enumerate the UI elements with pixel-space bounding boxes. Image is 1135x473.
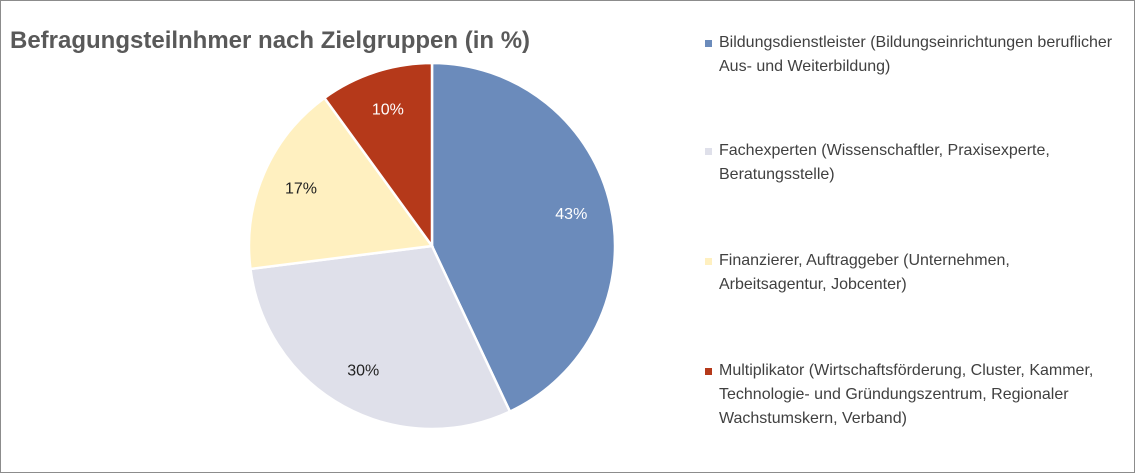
legend-label: Fachexperten (Wissenschaftler, Praxisexp… (719, 142, 1050, 183)
legend-item: Fachexperten (Wissenschaftler, Praxisexp… (705, 139, 1115, 187)
data-label: 10% (372, 101, 404, 118)
legend-item: Multiplikator (Wirtschaftsförderung, Clu… (705, 359, 1115, 431)
legend-item: Bildungsdienstleister (Bildungseinrichtu… (705, 31, 1115, 79)
pie-slice (249, 244, 512, 431)
data-label: 43% (555, 206, 587, 223)
pie-slice (430, 61, 617, 414)
legend-swatch (705, 40, 712, 47)
legend-swatch (705, 258, 712, 265)
chart-title: Befragungsteilnhmer nach Zielgruppen (in… (10, 27, 531, 54)
legend-label: Multiplikator (Wirtschaftsförderung, Clu… (719, 362, 1094, 427)
legend-label: Finanzierer, Auftraggeber (Unternehmen, … (719, 252, 1010, 293)
legend-swatch (705, 368, 712, 375)
pie-slice (322, 61, 434, 250)
pie-slice (247, 96, 435, 271)
data-label: 17% (285, 181, 317, 198)
legend-swatch (705, 148, 712, 155)
data-label: 30% (347, 362, 379, 379)
legend-label: Bildungsdienstleister (Bildungseinrichtu… (719, 34, 1113, 75)
legend-item: Finanzierer, Auftraggeber (Unternehmen, … (705, 249, 1115, 297)
